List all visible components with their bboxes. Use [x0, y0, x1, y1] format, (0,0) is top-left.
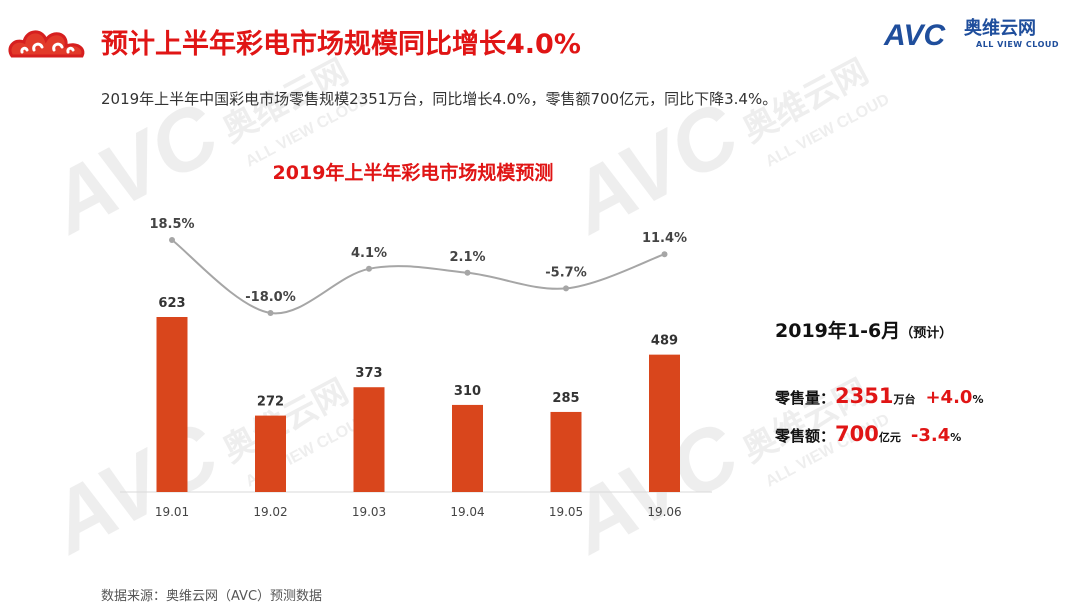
bar [452, 404, 483, 492]
x-tick-label: 19.02 [253, 505, 287, 519]
x-tick-label: 19.04 [450, 505, 484, 519]
revenue-change-unit: % [950, 431, 962, 444]
brand-cn: 奥维云网 [964, 18, 1036, 39]
volume-unit: 万台 [893, 393, 916, 406]
volume-value: 2351 [835, 384, 894, 408]
summary-title: 2019年1-6月（预计） [775, 316, 952, 343]
line-point [366, 265, 372, 272]
summary-panel: 2019年1-6月（预计） 零售量：2351万台 +4.0% 零售额：700亿元 -… [775, 316, 983, 446]
summary-note: （预计） [900, 326, 953, 341]
summary-volume-row: 零售量：2351万台 +4.0% [775, 384, 983, 408]
volume-change-unit: % [972, 393, 984, 406]
volume-change: +4.0 [925, 387, 973, 408]
bar-value-label: 310 [454, 384, 481, 399]
bar [550, 411, 582, 492]
bar [255, 415, 286, 492]
line-value-label: 11.4% [642, 231, 687, 246]
line-point [267, 310, 274, 316]
bar [353, 387, 385, 492]
line-point [464, 269, 471, 276]
line-value-label: 18.5% [149, 217, 194, 232]
revenue-unit: 亿元 [878, 431, 901, 444]
bar [156, 317, 188, 492]
x-tick-label: 19.03 [352, 505, 386, 519]
revenue-label: 零售额： [775, 427, 836, 445]
line-value-label: -18.0% [245, 290, 296, 305]
x-tick-label: 19.06 [647, 505, 681, 519]
line-point [661, 251, 668, 258]
bar-value-label: 272 [257, 395, 284, 410]
bar-value-label: 489 [651, 334, 678, 349]
brand-name: AVC [884, 19, 946, 52]
brand-logo: AVC 奥维云网 ALL VIEW CLOUD [884, 18, 1064, 54]
bar-value-label: 285 [552, 391, 579, 406]
growth-line [171, 239, 665, 315]
line-value-label: -5.7% [545, 265, 586, 280]
volume-label: 零售量： [775, 389, 836, 407]
revenue-change: -3.4 [910, 425, 951, 446]
page-title: 预计上半年彩电市场规模同比增长4.0% [101, 29, 581, 60]
revenue-value: 700 [835, 422, 879, 446]
summary-period: 2019年1-6月 [775, 320, 901, 342]
bar [649, 354, 680, 492]
page-subtitle: 2019年上半年中国彩电市场零售规模2351万台，同比增长4.0%，零售额700… [101, 90, 778, 108]
line-point [563, 285, 569, 292]
bar-value-label: 373 [355, 366, 382, 381]
chart-title: 2019年上半年彩电市场规模预测 [273, 161, 554, 184]
bar-value-label: 623 [158, 296, 185, 311]
line-value-label: 4.1% [351, 246, 387, 261]
source-footer: 数据来源：奥维云网（AVC）预测数据 [101, 589, 323, 604]
summary-revenue-row: 零售额：700亿元 -3.4% [775, 422, 961, 446]
line-point [169, 237, 175, 243]
x-tick-label: 19.01 [155, 505, 189, 519]
x-tick-label: 19.05 [549, 505, 583, 519]
cloud-decoration-icon [8, 30, 85, 58]
brand-en: ALL VIEW CLOUD [976, 40, 1060, 49]
line-value-label: 2.1% [449, 250, 485, 265]
